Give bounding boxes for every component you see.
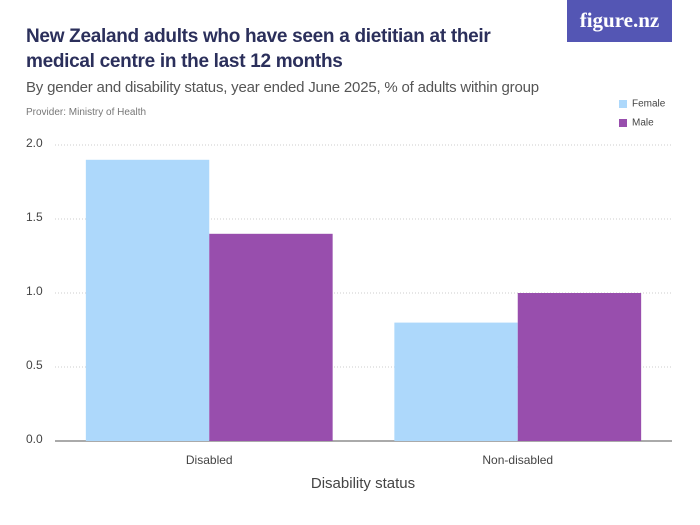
x-tick-label: Non-disabled: [482, 453, 553, 467]
legend-label: Female: [632, 99, 666, 110]
y-tick-label: 1.0: [26, 284, 43, 298]
legend-swatch: [619, 100, 627, 108]
y-tick-label: 0.5: [26, 358, 43, 372]
provider: Provider: Ministry of Health: [26, 107, 147, 118]
x-tick-label: Disabled: [186, 453, 233, 467]
bar: [85, 159, 210, 442]
x-axis-label: Disability status: [311, 475, 415, 492]
y-tick-label: 1.5: [26, 210, 43, 224]
logo[interactable]: figure.nz: [567, 0, 672, 42]
legend-label: Male: [632, 118, 654, 129]
chart-subtitle: By gender and disability status, year en…: [26, 79, 539, 96]
bar: [394, 322, 518, 441]
y-tick-label: 2.0: [26, 136, 43, 150]
legend-swatch: [619, 119, 627, 127]
bar: [517, 293, 642, 441]
chart-title: New Zealand adults who have seen a dieti…: [26, 26, 491, 72]
bar: [209, 233, 333, 441]
y-tick-label: 0.0: [26, 432, 43, 446]
